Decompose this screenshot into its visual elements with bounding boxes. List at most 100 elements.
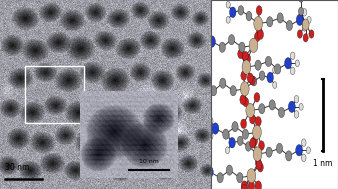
Circle shape <box>238 49 244 59</box>
Circle shape <box>256 160 262 170</box>
Circle shape <box>220 78 226 88</box>
Circle shape <box>296 145 303 156</box>
Circle shape <box>228 35 235 45</box>
Circle shape <box>249 76 255 85</box>
Circle shape <box>298 7 304 15</box>
Circle shape <box>259 71 265 80</box>
Circle shape <box>198 169 202 175</box>
Circle shape <box>196 74 201 81</box>
Circle shape <box>245 54 250 63</box>
Circle shape <box>243 97 249 107</box>
Circle shape <box>240 82 249 96</box>
Circle shape <box>255 32 260 42</box>
Circle shape <box>211 86 217 96</box>
Bar <box>25 66 84 123</box>
Circle shape <box>239 42 245 52</box>
Circle shape <box>246 11 252 21</box>
Circle shape <box>309 30 314 38</box>
Circle shape <box>306 147 310 154</box>
Circle shape <box>302 19 309 30</box>
Circle shape <box>209 117 213 125</box>
Circle shape <box>200 79 207 91</box>
Circle shape <box>273 82 277 88</box>
Circle shape <box>295 60 299 67</box>
Circle shape <box>265 56 271 67</box>
Circle shape <box>299 103 303 110</box>
Circle shape <box>294 111 299 118</box>
Circle shape <box>225 132 230 139</box>
Circle shape <box>232 122 238 132</box>
Circle shape <box>255 60 261 70</box>
Circle shape <box>259 104 265 114</box>
Circle shape <box>301 154 306 162</box>
Circle shape <box>223 129 229 139</box>
Circle shape <box>242 129 248 139</box>
Circle shape <box>250 138 256 148</box>
Circle shape <box>203 176 208 183</box>
Circle shape <box>229 137 235 148</box>
Circle shape <box>209 36 215 47</box>
Circle shape <box>290 67 295 75</box>
Circle shape <box>256 158 261 167</box>
Circle shape <box>247 73 253 83</box>
Circle shape <box>251 77 257 86</box>
Circle shape <box>240 95 246 105</box>
Circle shape <box>203 161 208 168</box>
Circle shape <box>258 30 264 40</box>
Circle shape <box>294 95 299 103</box>
Circle shape <box>217 173 223 183</box>
Circle shape <box>205 45 210 53</box>
Circle shape <box>230 7 236 18</box>
Circle shape <box>259 141 264 150</box>
Circle shape <box>238 6 244 15</box>
Circle shape <box>252 125 261 139</box>
Circle shape <box>242 60 251 74</box>
Circle shape <box>254 93 260 102</box>
Circle shape <box>242 184 247 189</box>
Circle shape <box>296 14 303 26</box>
Circle shape <box>212 123 219 134</box>
Circle shape <box>206 166 213 178</box>
Circle shape <box>247 169 256 183</box>
Circle shape <box>248 181 255 189</box>
Circle shape <box>273 67 277 73</box>
Circle shape <box>288 101 295 112</box>
Circle shape <box>303 34 308 42</box>
Circle shape <box>200 38 205 45</box>
Circle shape <box>278 107 285 118</box>
Circle shape <box>205 30 210 38</box>
Circle shape <box>196 89 201 96</box>
Circle shape <box>249 38 258 53</box>
Circle shape <box>258 163 263 172</box>
Circle shape <box>298 0 304 2</box>
Text: 10 nm: 10 nm <box>139 159 159 164</box>
Circle shape <box>252 136 258 146</box>
Circle shape <box>255 116 261 126</box>
Circle shape <box>290 52 295 60</box>
Circle shape <box>255 181 262 189</box>
Circle shape <box>237 173 243 183</box>
Circle shape <box>226 1 230 8</box>
Circle shape <box>267 17 273 27</box>
Circle shape <box>285 58 291 69</box>
Circle shape <box>307 16 311 23</box>
Circle shape <box>209 132 213 140</box>
Circle shape <box>246 103 255 118</box>
Circle shape <box>192 82 196 88</box>
Circle shape <box>241 71 247 80</box>
Circle shape <box>249 114 255 124</box>
Circle shape <box>277 13 283 23</box>
Circle shape <box>226 16 230 23</box>
Circle shape <box>301 139 306 146</box>
Circle shape <box>241 119 246 129</box>
Text: 30 nm: 30 nm <box>5 163 30 172</box>
Circle shape <box>254 16 263 31</box>
Circle shape <box>302 9 307 16</box>
Circle shape <box>245 142 251 151</box>
Circle shape <box>256 6 262 15</box>
Circle shape <box>286 20 292 31</box>
Circle shape <box>219 42 225 52</box>
Circle shape <box>204 125 208 132</box>
Circle shape <box>253 147 262 161</box>
Circle shape <box>286 151 292 161</box>
